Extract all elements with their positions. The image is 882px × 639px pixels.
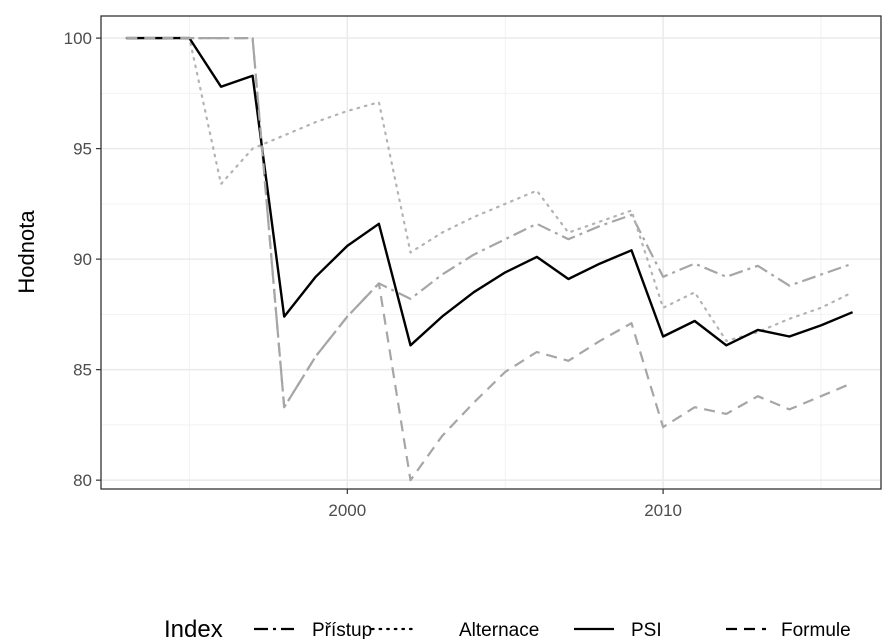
legend: Index Přístup Alternace PSI Formule (164, 616, 851, 639)
x-tick-label: 2010 (644, 501, 682, 520)
x-tick-label: 2000 (328, 501, 366, 520)
y-axis: 80 85 90 95 100 (64, 29, 101, 490)
series-line-psi (126, 36, 854, 347)
legend-label: Alternace (459, 620, 539, 639)
legend-label: Formule (781, 620, 851, 639)
series-line-formule (126, 37, 854, 482)
y-tick-label: 80 (73, 471, 92, 490)
series-line-p-stup (126, 37, 853, 409)
legend-label: Přístup (312, 620, 372, 639)
y-tick-label: 100 (64, 29, 92, 48)
y-tick-label: 90 (73, 250, 92, 269)
legend-title: Index (164, 616, 223, 639)
legend-label: PSI (631, 620, 662, 639)
grid (101, 16, 881, 489)
series-lines (125, 36, 854, 482)
series-line-alternace (125, 37, 854, 342)
y-tick-label: 85 (73, 361, 92, 380)
y-tick-label: 95 (73, 140, 92, 159)
plot-panel-border (100, 15, 882, 490)
plot-background (101, 16, 881, 489)
y-axis-title: Hodnota (14, 210, 39, 294)
x-axis: 2000 2010 (328, 489, 682, 520)
